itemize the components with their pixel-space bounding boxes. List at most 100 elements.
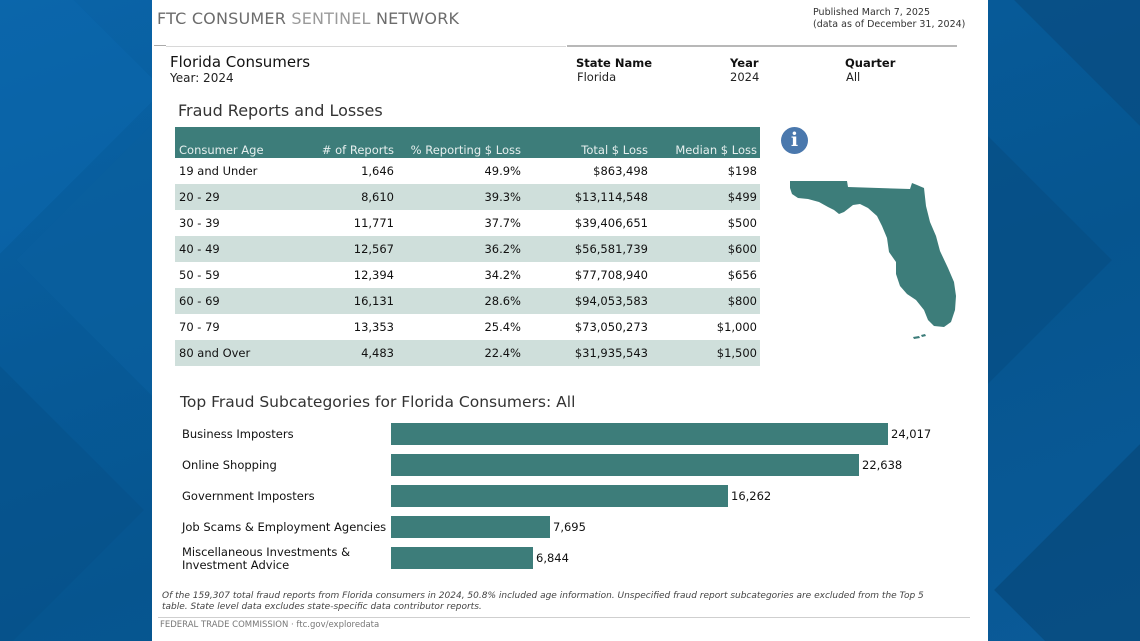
background-shape (988, 76, 1112, 444)
table-row: 80 and Over 4,483 22.4% $31,935,543 $1,500 (175, 340, 760, 366)
background-right (988, 0, 1140, 641)
brand-title: FTC CONSUMER SENTINEL NETWORK (157, 9, 459, 28)
bar-value-label: 24,017 (891, 427, 932, 441)
cell-age: 50 - 59 (179, 268, 220, 282)
cell-pct-loss: 25.4% (484, 320, 521, 334)
filter-year-value[interactable]: 2024 (730, 70, 760, 84)
cell-age: 70 - 79 (179, 320, 220, 334)
cell-reports: 12,394 (353, 268, 394, 282)
column-header-age[interactable]: Consumer Age (175, 127, 300, 158)
cell-total-loss: $77,708,940 (574, 268, 648, 282)
background-left (0, 0, 152, 641)
publication-info: Published March 7, 2025 (data as of Dece… (813, 7, 965, 30)
table-body: 19 and Under 1,646 49.9% $863,498 $198 20 - 2… (175, 158, 760, 366)
bar-category-label: Online Shopping (182, 459, 277, 472)
table-header-row: Consumer Age # of Reports % Reporting $ … (175, 127, 760, 158)
cell-total-loss: $56,581,739 (524, 236, 651, 262)
brand-part-light: SENTINEL (291, 9, 371, 28)
report-subtitle: Year: 2024 (170, 71, 234, 85)
cell-median-loss: $800 (651, 288, 760, 314)
cell-total-loss: $73,050,273 (574, 320, 648, 334)
divider (158, 617, 970, 618)
bar-value-label: 16,262 (731, 489, 772, 503)
brand-part: FTC CONSUMER (157, 9, 292, 28)
bar[interactable] (391, 423, 888, 445)
footer-text[interactable]: FEDERAL TRADE COMMISSION · ftc.gov/explo… (160, 620, 380, 630)
divider (567, 45, 957, 47)
table-row: 30 - 39 11,771 37.7% $39,406,651 $500 (175, 210, 760, 236)
florida-keys (913, 334, 926, 339)
cell-pct-loss: 36.2% (397, 236, 524, 262)
background-shape (0, 326, 144, 641)
fraud-table-title: Fraud Reports and Losses (178, 101, 383, 120)
filter-quarter-value[interactable]: All (846, 70, 861, 84)
bar-category-label-line: Government Imposters (182, 489, 315, 503)
florida-shape (790, 181, 956, 327)
cell-median-loss: $500 (727, 216, 757, 230)
divider (166, 46, 566, 47)
cell-median-loss: $600 (651, 236, 760, 262)
cell-median-loss: $198 (727, 164, 757, 178)
bar[interactable] (391, 547, 533, 569)
cell-pct-loss: 22.4% (397, 340, 524, 366)
bar-category-label-line: Online Shopping (182, 458, 277, 472)
table-row: 50 - 59 12,394 34.2% $77,708,940 $656 (175, 262, 760, 288)
bar-value-label: 6,844 (536, 551, 569, 565)
fraud-losses-table: Consumer Age # of Reports % Reporting $ … (175, 127, 760, 366)
filter-state-label: State Name (576, 56, 653, 70)
filter-year-label: Year (730, 56, 759, 70)
published-date: Published March 7, 2025 (813, 7, 930, 18)
bar-category-label-line: Investment Advice (182, 558, 290, 572)
divider (154, 45, 166, 46)
table-row: 60 - 69 16,131 28.6% $94,053,583 $800 (175, 288, 760, 314)
filter-quarter-label: Quarter (845, 56, 896, 70)
cell-age: 20 - 29 (175, 184, 300, 210)
cell-pct-loss: 28.6% (397, 288, 524, 314)
cell-pct-loss: 39.3% (397, 184, 524, 210)
cell-age: 19 and Under (179, 164, 258, 178)
table-row: 70 - 79 13,353 25.4% $73,050,273 $1,000 (175, 314, 760, 340)
bar-category-label-line: Business Imposters (182, 427, 294, 441)
cell-age: 80 and Over (175, 340, 300, 366)
footnote: Of the 159,307 total fraud reports from … (162, 591, 924, 612)
cell-median-loss: $1,000 (716, 320, 757, 334)
table-row: 20 - 29 8,610 39.3% $13,114,548 $499 (175, 184, 760, 210)
cell-total-loss: $94,053,583 (524, 288, 651, 314)
bar[interactable] (391, 454, 859, 476)
cell-median-loss: $499 (651, 184, 760, 210)
info-icon[interactable]: i (781, 127, 808, 154)
column-header-total-loss[interactable]: Total $ Loss (524, 127, 651, 158)
bar-category-label-line: Miscellaneous Investments & (182, 545, 351, 559)
bar[interactable] (391, 485, 728, 507)
cell-reports: 8,610 (300, 184, 397, 210)
bar-category-label-line: Job Scams & Employment Agencies (182, 520, 387, 534)
bar-value-label: 7,695 (553, 520, 586, 534)
bar-value-label: 22,638 (862, 458, 903, 472)
report-title: Florida Consumers (170, 53, 311, 71)
cell-total-loss: $39,406,651 (574, 216, 648, 230)
cell-age: 40 - 49 (175, 236, 300, 262)
background-shape (994, 0, 1140, 164)
florida-map-icon (790, 181, 956, 339)
bar-category-label: Government Imposters (182, 490, 315, 503)
column-header-median-loss[interactable]: Median $ Loss (651, 127, 760, 158)
cell-age: 30 - 39 (179, 216, 220, 230)
cell-pct-loss: 37.7% (484, 216, 521, 230)
bar[interactable] (391, 516, 550, 538)
table-row: 40 - 49 12,567 36.2% $56,581,739 $600 (175, 236, 760, 262)
cell-total-loss: $13,114,548 (524, 184, 651, 210)
data-as-of-date: (data as of December 31, 2024) (813, 18, 966, 30)
column-header-pct-loss[interactable]: % Reporting $ Loss (397, 127, 524, 158)
dashboard-panel: FTC CONSUMER SENTINEL NETWORK Published … (152, 0, 988, 641)
filter-state-value[interactable]: Florida (577, 70, 617, 84)
bar-category-label: Job Scams & Employment Agencies (182, 521, 386, 534)
cell-median-loss: $1,500 (651, 340, 760, 366)
column-header-reports[interactable]: # of Reports (300, 127, 397, 158)
bar-category-label: Business Imposters (182, 428, 294, 441)
cell-age: 60 - 69 (175, 288, 300, 314)
cell-reports: 12,567 (300, 236, 397, 262)
cell-pct-loss: 34.2% (484, 268, 521, 282)
cell-pct-loss: 49.9% (484, 164, 521, 178)
brand-part: NETWORK (370, 9, 460, 28)
bar-category-label: Miscellaneous Investments & Investment Ad… (182, 546, 350, 572)
